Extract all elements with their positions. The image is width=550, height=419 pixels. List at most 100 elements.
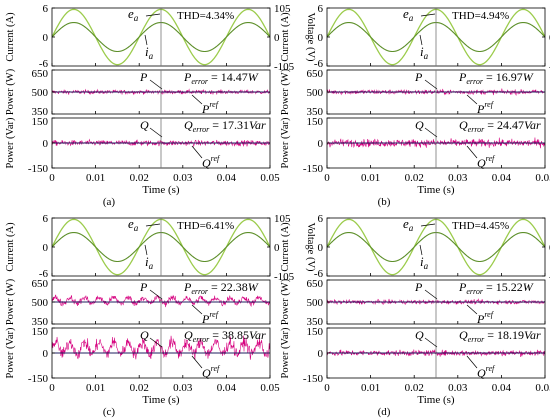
x-tick-label: 0.01 <box>361 382 380 394</box>
series-Q-label: Q <box>140 118 149 132</box>
ref-arrow <box>466 304 478 315</box>
series-i-label: ia <box>420 44 429 61</box>
series-Qref-label: Qref <box>477 364 496 380</box>
thd-annotation: THD=4.34% <box>177 10 234 22</box>
series-P-label: P <box>414 70 423 84</box>
subplot-active-power: 650 500 350 Power (W) P Perror = 16.97W Pref <box>280 68 546 118</box>
y-axis-label: Current (A) <box>280 12 291 62</box>
series-i-label: ia <box>145 44 154 61</box>
y-axis-label: Power (Var) <box>5 117 16 169</box>
x-tick-label: 0 <box>49 172 55 184</box>
y-tick-label: 150 <box>32 116 49 128</box>
x-tick-label: 0.03 <box>448 382 468 394</box>
subplot-active-power: 650 500 350 Power (W) P Perror = 22.38W Pref <box>5 278 271 328</box>
y-right-axis-label: Voltage (V) <box>305 12 316 62</box>
x-tick-label: 0.05 <box>260 172 280 184</box>
measured-arrow <box>149 289 163 300</box>
y-tick-label: 350 <box>32 106 49 118</box>
series-e-label: ea <box>128 6 139 23</box>
y-tick-label: -150 <box>303 373 324 385</box>
y-tick-label: 0 <box>318 32 324 44</box>
measured-arrow <box>424 127 438 138</box>
y-tick-label: 500 <box>32 87 49 99</box>
y-tick-label: 0 <box>43 32 49 44</box>
x-axis-label: Time (s) <box>142 184 180 196</box>
error-annotation: Perror = 15.22W <box>458 280 534 296</box>
x-tick-label: 0.02 <box>130 382 149 394</box>
ref-arrow <box>191 304 203 315</box>
y-axis-label: Power (Var) <box>280 117 291 169</box>
y-axis-label: Power (W) <box>280 68 291 115</box>
y-tick-label: 500 <box>307 87 324 99</box>
y-right-tick-label: 105 <box>274 213 291 225</box>
series-e-label: ea <box>403 216 414 233</box>
series-Pref-label: Pref <box>476 100 495 116</box>
panel-label: (b) <box>378 196 391 208</box>
x-tick-label: 0.01 <box>86 382 105 394</box>
series-Qref-label: Qref <box>202 154 221 170</box>
y-tick-label: -6 <box>314 58 324 70</box>
y-right-tick-label: 0 <box>274 242 280 254</box>
measured-arrow <box>149 79 163 90</box>
i-arrow <box>419 34 423 46</box>
error-annotation: Perror = 22.38W <box>183 280 259 296</box>
x-tick-label: 0.04 <box>492 172 512 184</box>
y-right-tick-label: 0 <box>274 32 280 44</box>
error-annotation: Qerror = 38.85Var <box>184 328 266 344</box>
y-tick-label: 350 <box>32 316 49 328</box>
i-arrow <box>144 244 148 256</box>
panel-label: (c) <box>103 406 116 418</box>
y-right-tick-label: 105 <box>274 3 291 15</box>
error-annotation: Qerror = 24.47Var <box>459 118 541 134</box>
e-arrow <box>420 13 436 17</box>
x-tick-label: 0.03 <box>448 172 468 184</box>
series-e-label: ea <box>403 6 414 23</box>
measured-arrow <box>424 79 438 90</box>
ref-arrow <box>466 94 478 105</box>
y-tick-label: -150 <box>303 163 324 175</box>
series-P-label: P <box>139 70 148 84</box>
e-arrow <box>420 223 436 227</box>
i-arrow <box>419 244 423 256</box>
y-tick-label: 0 <box>43 138 49 150</box>
y-tick-label: -150 <box>28 373 49 385</box>
thd-annotation: THD=4.94% <box>452 10 509 22</box>
ref-arrow <box>191 355 203 369</box>
y-tick-label: 500 <box>32 297 49 309</box>
x-tick-label: 0.04 <box>217 382 237 394</box>
x-tick-label: 0.05 <box>535 382 550 394</box>
thd-annotation: THD=6.41% <box>177 220 234 232</box>
series-P-label: P <box>139 280 148 294</box>
ref-arrow <box>466 145 478 159</box>
x-tick-label: 0.01 <box>361 172 380 184</box>
measured-arrow <box>149 127 163 138</box>
x-tick-label: 0 <box>324 382 330 394</box>
y-tick-label: 6 <box>43 213 49 225</box>
y-axis-label: Power (Var) <box>280 327 291 379</box>
x-tick-label: 0.04 <box>217 172 237 184</box>
measured-arrow <box>424 289 438 300</box>
e-arrow <box>145 223 161 227</box>
series-e-label: ea <box>128 216 139 233</box>
y-tick-label: 6 <box>318 213 324 225</box>
y-tick-label: -6 <box>314 268 324 280</box>
y-tick-label: -6 <box>39 268 49 280</box>
series-Q-label: Q <box>415 328 424 342</box>
x-tick-label: 0 <box>324 172 330 184</box>
ref-arrow <box>191 94 203 105</box>
series-Pref-label: Pref <box>476 310 495 326</box>
panel-label: (a) <box>103 196 116 208</box>
y-tick-label: 6 <box>318 3 324 15</box>
y-tick-label: 650 <box>32 278 49 290</box>
y-right-tick-label: -105 <box>274 61 295 73</box>
series-Pref-label: Pref <box>201 100 220 116</box>
y-tick-label: 350 <box>307 316 324 328</box>
e-arrow <box>145 13 161 17</box>
